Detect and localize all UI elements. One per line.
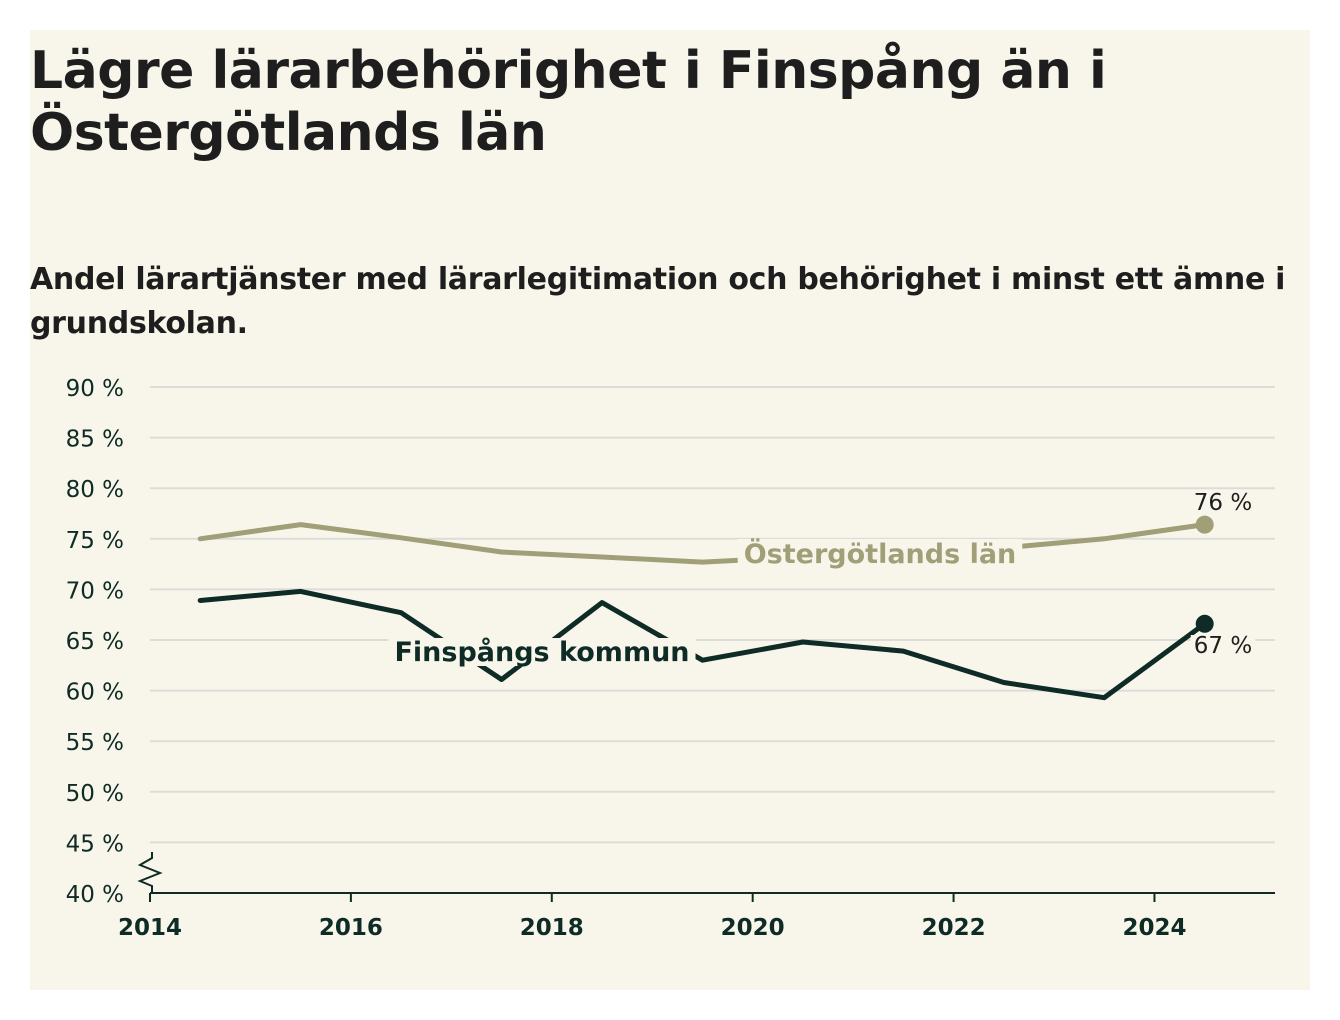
series-end-point-0 — [1195, 515, 1214, 534]
x-tick-label: 2014 — [118, 915, 182, 941]
y-tick-label: 45 % — [66, 831, 124, 857]
series-line-0 — [197, 522, 1208, 565]
end-value-label-group-0: 76 % — [1194, 490, 1252, 516]
gridlines — [150, 386, 1275, 844]
series-name-label: Finspångs kommun — [394, 636, 689, 668]
end-value-label-group-1: 67 % — [1190, 633, 1256, 659]
series-label-bg — [388, 638, 696, 666]
axis-break-icon — [137, 852, 163, 893]
series-end-point-1 — [1195, 614, 1214, 633]
series-line-1 — [197, 588, 1208, 701]
chart-title: Lägre lärarbehörighet i Finspång än i Ös… — [30, 41, 1107, 163]
y-tick-label: 40 % — [66, 882, 124, 908]
y-tick-label: 55 % — [66, 730, 124, 756]
x-tick-label: 2018 — [520, 915, 584, 941]
y-tick-label: 75 % — [66, 528, 124, 554]
y-tick-label: 70 % — [66, 578, 124, 604]
y-tick-label: 65 % — [66, 629, 124, 655]
series-lines: Östergötlands län Finspångs kommun 76 % 67 … — [197, 490, 1256, 701]
y-tick-label: 60 % — [66, 680, 124, 706]
x-tick-label: 2022 — [922, 915, 986, 941]
y-tick-label: 85 % — [66, 427, 124, 453]
chart-card — [30, 30, 1310, 990]
series-name-label: Östergötlands län — [744, 537, 1017, 570]
y-axis-ticks: 40 % 45 % 50 % 55 % 60 % 65 % 70 % 75 % 80 % 85 %… — [66, 376, 124, 908]
y-tick-label: 50 % — [66, 781, 124, 807]
end-value-label: 76 % — [1194, 490, 1252, 516]
series-label-group-0: Östergötlands län — [737, 537, 1023, 570]
y-tick-label: 80 % — [66, 477, 124, 503]
series-label-bg — [737, 539, 1023, 568]
x-tick-label: 2016 — [319, 915, 383, 941]
end-value-label: 67 % — [1194, 633, 1252, 659]
y-tick-label: 90 % — [66, 376, 124, 402]
x-axis: 2014 2016 2018 2020 2022 2024 — [118, 852, 1275, 941]
x-tick-label: 2020 — [721, 915, 785, 941]
x-tick-label: 2024 — [1122, 915, 1186, 941]
end-value-label-bg — [1190, 635, 1256, 659]
series-label-group-1: Finspångs kommun — [388, 636, 696, 668]
chart-subtitle: Andel lärartjänster med lärarlegitimatio… — [30, 262, 1286, 341]
